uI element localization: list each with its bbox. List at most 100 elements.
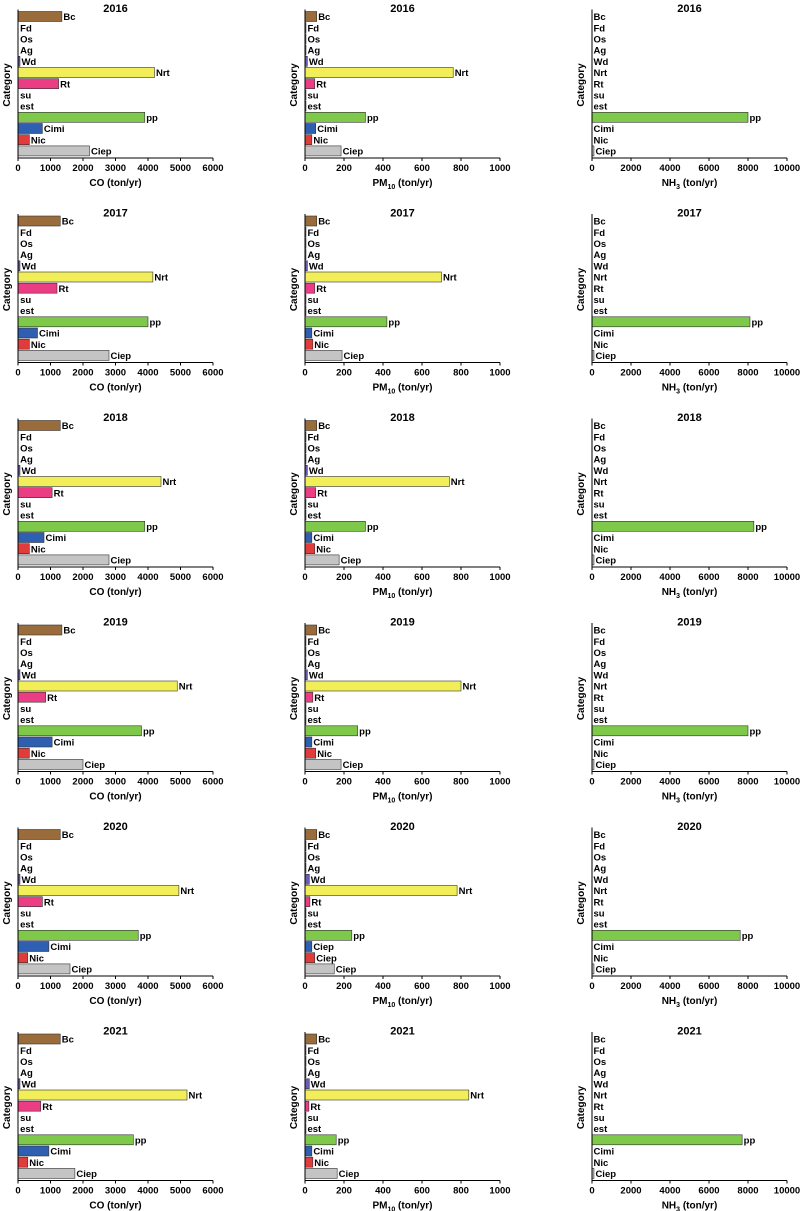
- bar-label-su: su: [594, 704, 605, 715]
- x-tick-label: 6000: [698, 163, 719, 174]
- bar-pp: [304, 1134, 337, 1146]
- bar-label-bc: Bc: [62, 830, 74, 841]
- x-tick-label: 5000: [170, 1186, 191, 1197]
- x-tick-label: 8000: [737, 777, 758, 788]
- bar-label-ciep: Ciep: [595, 760, 616, 771]
- panel-title: 2020: [103, 821, 127, 833]
- bar-label-pp: pp: [388, 317, 400, 328]
- x-tick-label: 200: [336, 1186, 352, 1197]
- bar-pp: [17, 929, 139, 941]
- bar-label-nic: Nic: [31, 544, 46, 555]
- x-tick-label: 6000: [202, 163, 223, 174]
- bar-bc: [17, 1033, 61, 1045]
- x-tick-label: 3000: [105, 777, 126, 788]
- x-tick-label: 5000: [170, 163, 191, 174]
- y-axis-label: Category: [576, 1085, 587, 1129]
- bar-pp: [304, 520, 366, 532]
- bar-label-nrt: Nrt: [154, 273, 169, 284]
- y-axis-label: Category: [576, 881, 587, 925]
- panel-title: 2020: [677, 821, 701, 833]
- bar-label-fd: Fd: [307, 841, 319, 852]
- bar-label-os: Os: [20, 35, 33, 46]
- x-axis-label: CO (ton/yr): [89, 996, 141, 1007]
- bar-nrt: [304, 885, 458, 896]
- bar-label-rt: Rt: [594, 693, 605, 704]
- x-axis-label: NH3 (ton/yr): [662, 792, 718, 805]
- x-axis-label: CO (ton/yr): [89, 1201, 141, 1211]
- bar-label-nic: Ciep: [316, 953, 337, 964]
- panel-title: 2021: [677, 1026, 701, 1038]
- bar-label-wd: Wd: [594, 261, 609, 272]
- bar-label-ag: Ag: [307, 250, 320, 261]
- bar-label-su: su: [307, 909, 318, 920]
- bar-label-cimi: Cimi: [54, 738, 75, 749]
- y-axis-label: Category: [2, 63, 13, 107]
- bar-label-ciep: Ciep: [344, 351, 365, 362]
- bar-label-fd: Fd: [307, 23, 319, 34]
- x-tick-label: 600: [414, 777, 430, 788]
- bar-label-os: Os: [20, 239, 33, 250]
- bar-label-pp: pp: [135, 1135, 147, 1146]
- bar-label-ag: Ag: [20, 864, 33, 875]
- x-tick-label: 400: [375, 981, 391, 992]
- bar-pp: [304, 316, 388, 328]
- bar-label-est: est: [20, 920, 35, 931]
- x-tick-label: 1000: [40, 163, 61, 174]
- bar-nrt: [304, 1089, 470, 1101]
- bar-label-rt: Rt: [594, 1102, 605, 1113]
- x-tick-label: 8000: [737, 981, 758, 992]
- bar-label-wd: Wd: [594, 1079, 609, 1090]
- bar-label-cimi: Cimi: [313, 533, 334, 544]
- bar-label-os: Os: [307, 648, 320, 659]
- bar-label-wd: Wd: [21, 466, 36, 477]
- bar-cimi: [17, 123, 43, 134]
- x-tick-label: 2000: [72, 163, 93, 174]
- bar-cimi: [17, 327, 38, 339]
- x-tick-label: 800: [453, 777, 469, 788]
- bar-label-su: su: [20, 91, 31, 102]
- bar-label-nic: Nic: [594, 1158, 609, 1169]
- x-tick-label: 10000: [774, 163, 800, 174]
- x-tick-label: 1000: [489, 163, 510, 174]
- x-tick-label: 4000: [659, 1186, 680, 1197]
- bar-cimi: [304, 123, 317, 134]
- x-tick-label: 10000: [774, 981, 800, 992]
- bar-label-rt: Rt: [59, 284, 70, 295]
- bar-label-wd: Wd: [309, 466, 324, 477]
- bar-label-fd: Fd: [594, 23, 606, 34]
- bar-label-est: est: [20, 306, 35, 317]
- bar-nic: [304, 747, 317, 759]
- x-tick-label: 0: [302, 368, 307, 379]
- x-tick-label: 0: [302, 981, 307, 992]
- x-tick-label: 6000: [202, 368, 223, 379]
- bar-label-bc: Bc: [318, 830, 330, 841]
- bar-label-su: su: [20, 295, 31, 306]
- bar-label-ciep: Ciep: [111, 556, 132, 567]
- x-tick-label: 0: [15, 981, 20, 992]
- x-tick-label: 10000: [774, 777, 800, 788]
- bar-ciep: [17, 554, 110, 566]
- panel-title: 2017: [677, 208, 701, 220]
- y-axis-label: Category: [2, 267, 13, 311]
- bar-label-ciep: Ciep: [72, 965, 93, 976]
- x-tick-label: 2000: [72, 368, 93, 379]
- bar-label-cimi: Cimi: [313, 1147, 334, 1158]
- bar-label-bc: Bc: [594, 626, 606, 637]
- x-tick-label: 6000: [202, 777, 223, 788]
- bar-wd: [304, 873, 310, 885]
- bar-pp: [591, 520, 755, 532]
- bar-bc: [304, 624, 317, 636]
- bar-cimi: [304, 941, 313, 952]
- bar-rt: [17, 487, 53, 499]
- bar-label-cimi: Cimi: [594, 942, 615, 953]
- bar-label-rt: Rt: [594, 284, 605, 295]
- bar-label-bc: Bc: [62, 1035, 74, 1046]
- bar-label-nrt: Nrt: [156, 68, 171, 79]
- bar-label-os: Os: [594, 853, 607, 864]
- bar-label-est: est: [307, 715, 322, 726]
- bar-label-ag: Ag: [594, 250, 607, 261]
- y-axis-label: Category: [2, 1085, 13, 1129]
- x-tick-label: 6000: [202, 572, 223, 583]
- bar-label-pp: pp: [742, 931, 754, 942]
- bar-nrt: [17, 885, 180, 896]
